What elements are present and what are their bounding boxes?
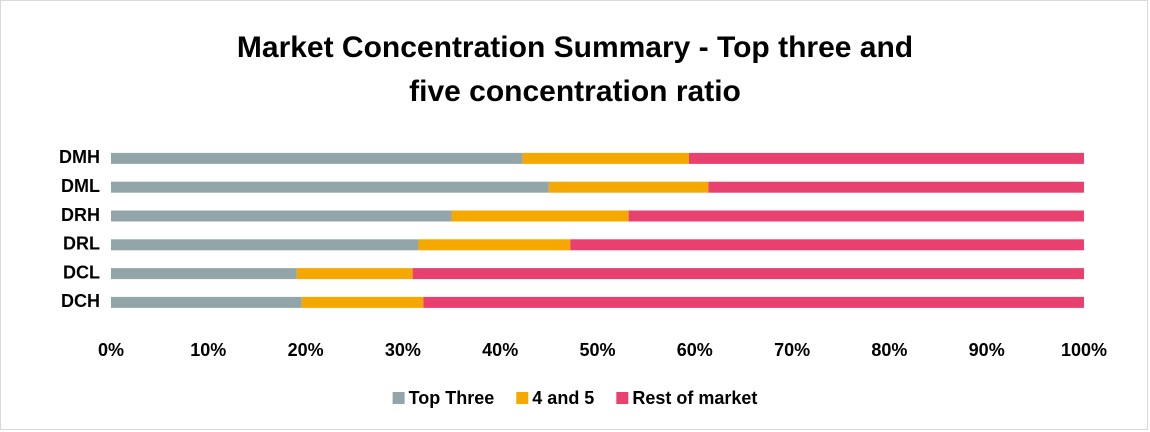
bar-segment [451, 210, 629, 222]
bar-segment [628, 210, 1084, 222]
legend-label: Top Three [409, 388, 495, 408]
x-tick-label: 90% [969, 340, 1005, 360]
bar-segment [418, 239, 571, 251]
bar-segment [570, 239, 1084, 251]
legend-swatch [616, 392, 629, 404]
bar-segment [111, 152, 523, 164]
bar-segment [548, 181, 709, 193]
y-tick-label: DMH [59, 147, 100, 167]
chart-title: Market Concentration Summary - Top three… [236, 31, 914, 108]
x-tick-label: 80% [871, 340, 907, 360]
legend-label: 4 and 5 [532, 388, 594, 408]
bar-segment [111, 268, 297, 280]
bar-segment [412, 268, 1084, 280]
x-tick-label: 70% [774, 340, 810, 360]
bar-segment [423, 296, 1084, 308]
bar-segment [301, 296, 424, 308]
bar-segment [111, 296, 302, 308]
bar-segment [522, 152, 689, 164]
y-tick-label: DCH [61, 291, 100, 311]
legend-swatch [516, 392, 529, 404]
y-tick-label: DRH [61, 205, 100, 225]
x-tick-label: 100% [1061, 340, 1107, 360]
x-tick-label: 60% [677, 340, 713, 360]
x-tick-label: 50% [579, 340, 615, 360]
x-tick-label: 30% [385, 340, 421, 360]
x-tick-label: 10% [190, 340, 226, 360]
y-tick-label: DRL [63, 234, 100, 254]
bar-segment [708, 181, 1084, 193]
bar-segment [296, 268, 413, 280]
bar-segment [111, 181, 549, 193]
bar-segment [111, 239, 419, 251]
y-tick-label: DML [61, 176, 100, 196]
bar-segment [111, 210, 452, 222]
x-tick-label: 40% [482, 340, 518, 360]
legend-swatch [392, 392, 405, 404]
x-tick-label: 0% [98, 340, 124, 360]
legend-label: Rest of market [632, 388, 757, 408]
y-tick-label: DCL [63, 262, 100, 282]
bar-segment [688, 152, 1084, 164]
x-tick-label: 20% [288, 340, 324, 360]
